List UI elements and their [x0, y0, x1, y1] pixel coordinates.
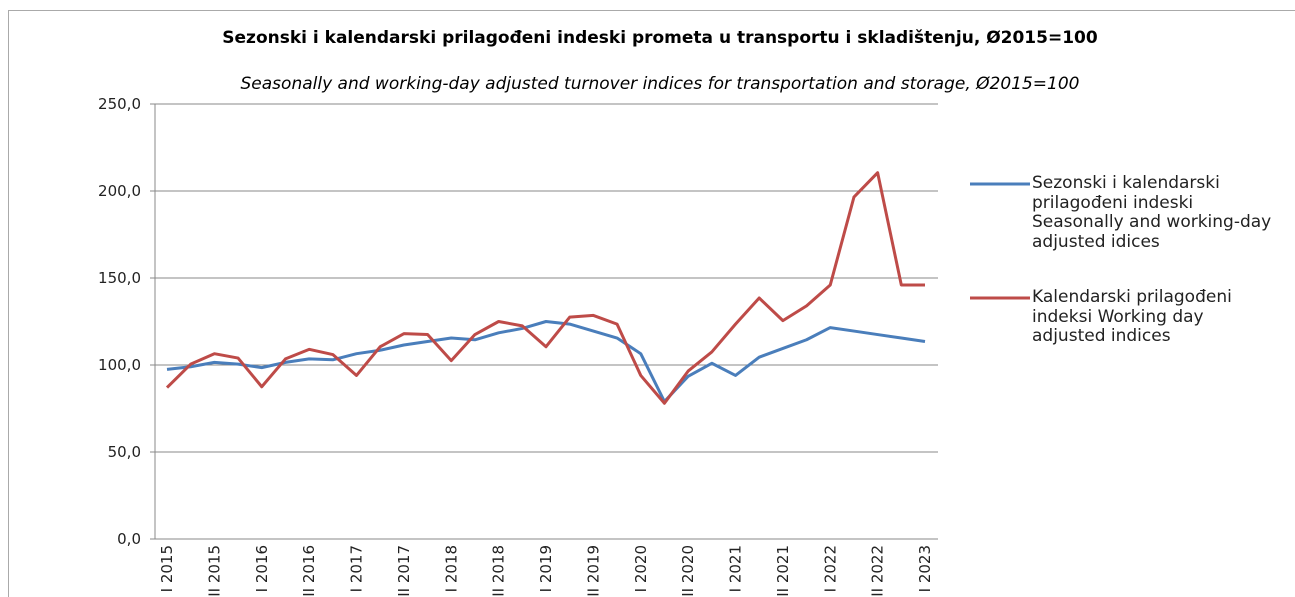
frame [8, 10, 1295, 597]
x-tick-label: III 2015 [205, 545, 223, 597]
y-tick-label: 250,0 [98, 95, 141, 113]
x-tick-label: I 2017 [348, 545, 366, 592]
x-tick-label: I 2016 [253, 545, 271, 592]
chart-subtitle: Seasonally and working-day adjusted turn… [240, 74, 1080, 94]
x-tick-label: I 2021 [727, 545, 745, 592]
y-tick-label: 100,0 [98, 356, 141, 374]
x-tick-label: III 2018 [490, 545, 508, 597]
x-tick-label: III 2021 [774, 545, 792, 597]
y-tick-label: 0,0 [117, 530, 141, 548]
x-tick-label: III 2017 [395, 545, 413, 597]
x-tick-label: I 2023 [916, 545, 934, 592]
legend-label: Kalendarski prilagođeni indeksi Working … [1032, 287, 1232, 346]
y-tick-label: 150,0 [98, 269, 141, 287]
chart-title: Sezonski i kalendarski prilagođeni indes… [222, 28, 1098, 48]
x-tick-label: III 2020 [679, 545, 697, 597]
legend-label: Sezonski i kalendarski prilagođeni indes… [1032, 173, 1272, 252]
x-tick-label: III 2016 [300, 545, 318, 597]
x-tick-label: I 2020 [632, 545, 650, 592]
x-tick-label: I 2019 [537, 545, 555, 592]
x-tick-label: III 2019 [584, 545, 602, 597]
x-tick-label: I 2018 [442, 545, 460, 592]
x-tick-label: III 2022 [869, 545, 887, 597]
x-tick-label: I 2022 [821, 545, 839, 592]
y-tick-label: 50,0 [108, 443, 141, 461]
x-tick-label: I 2015 [158, 545, 176, 592]
series-line [166, 320, 926, 404]
series-line [165, 171, 925, 405]
y-tick-label: 200,0 [98, 182, 141, 200]
